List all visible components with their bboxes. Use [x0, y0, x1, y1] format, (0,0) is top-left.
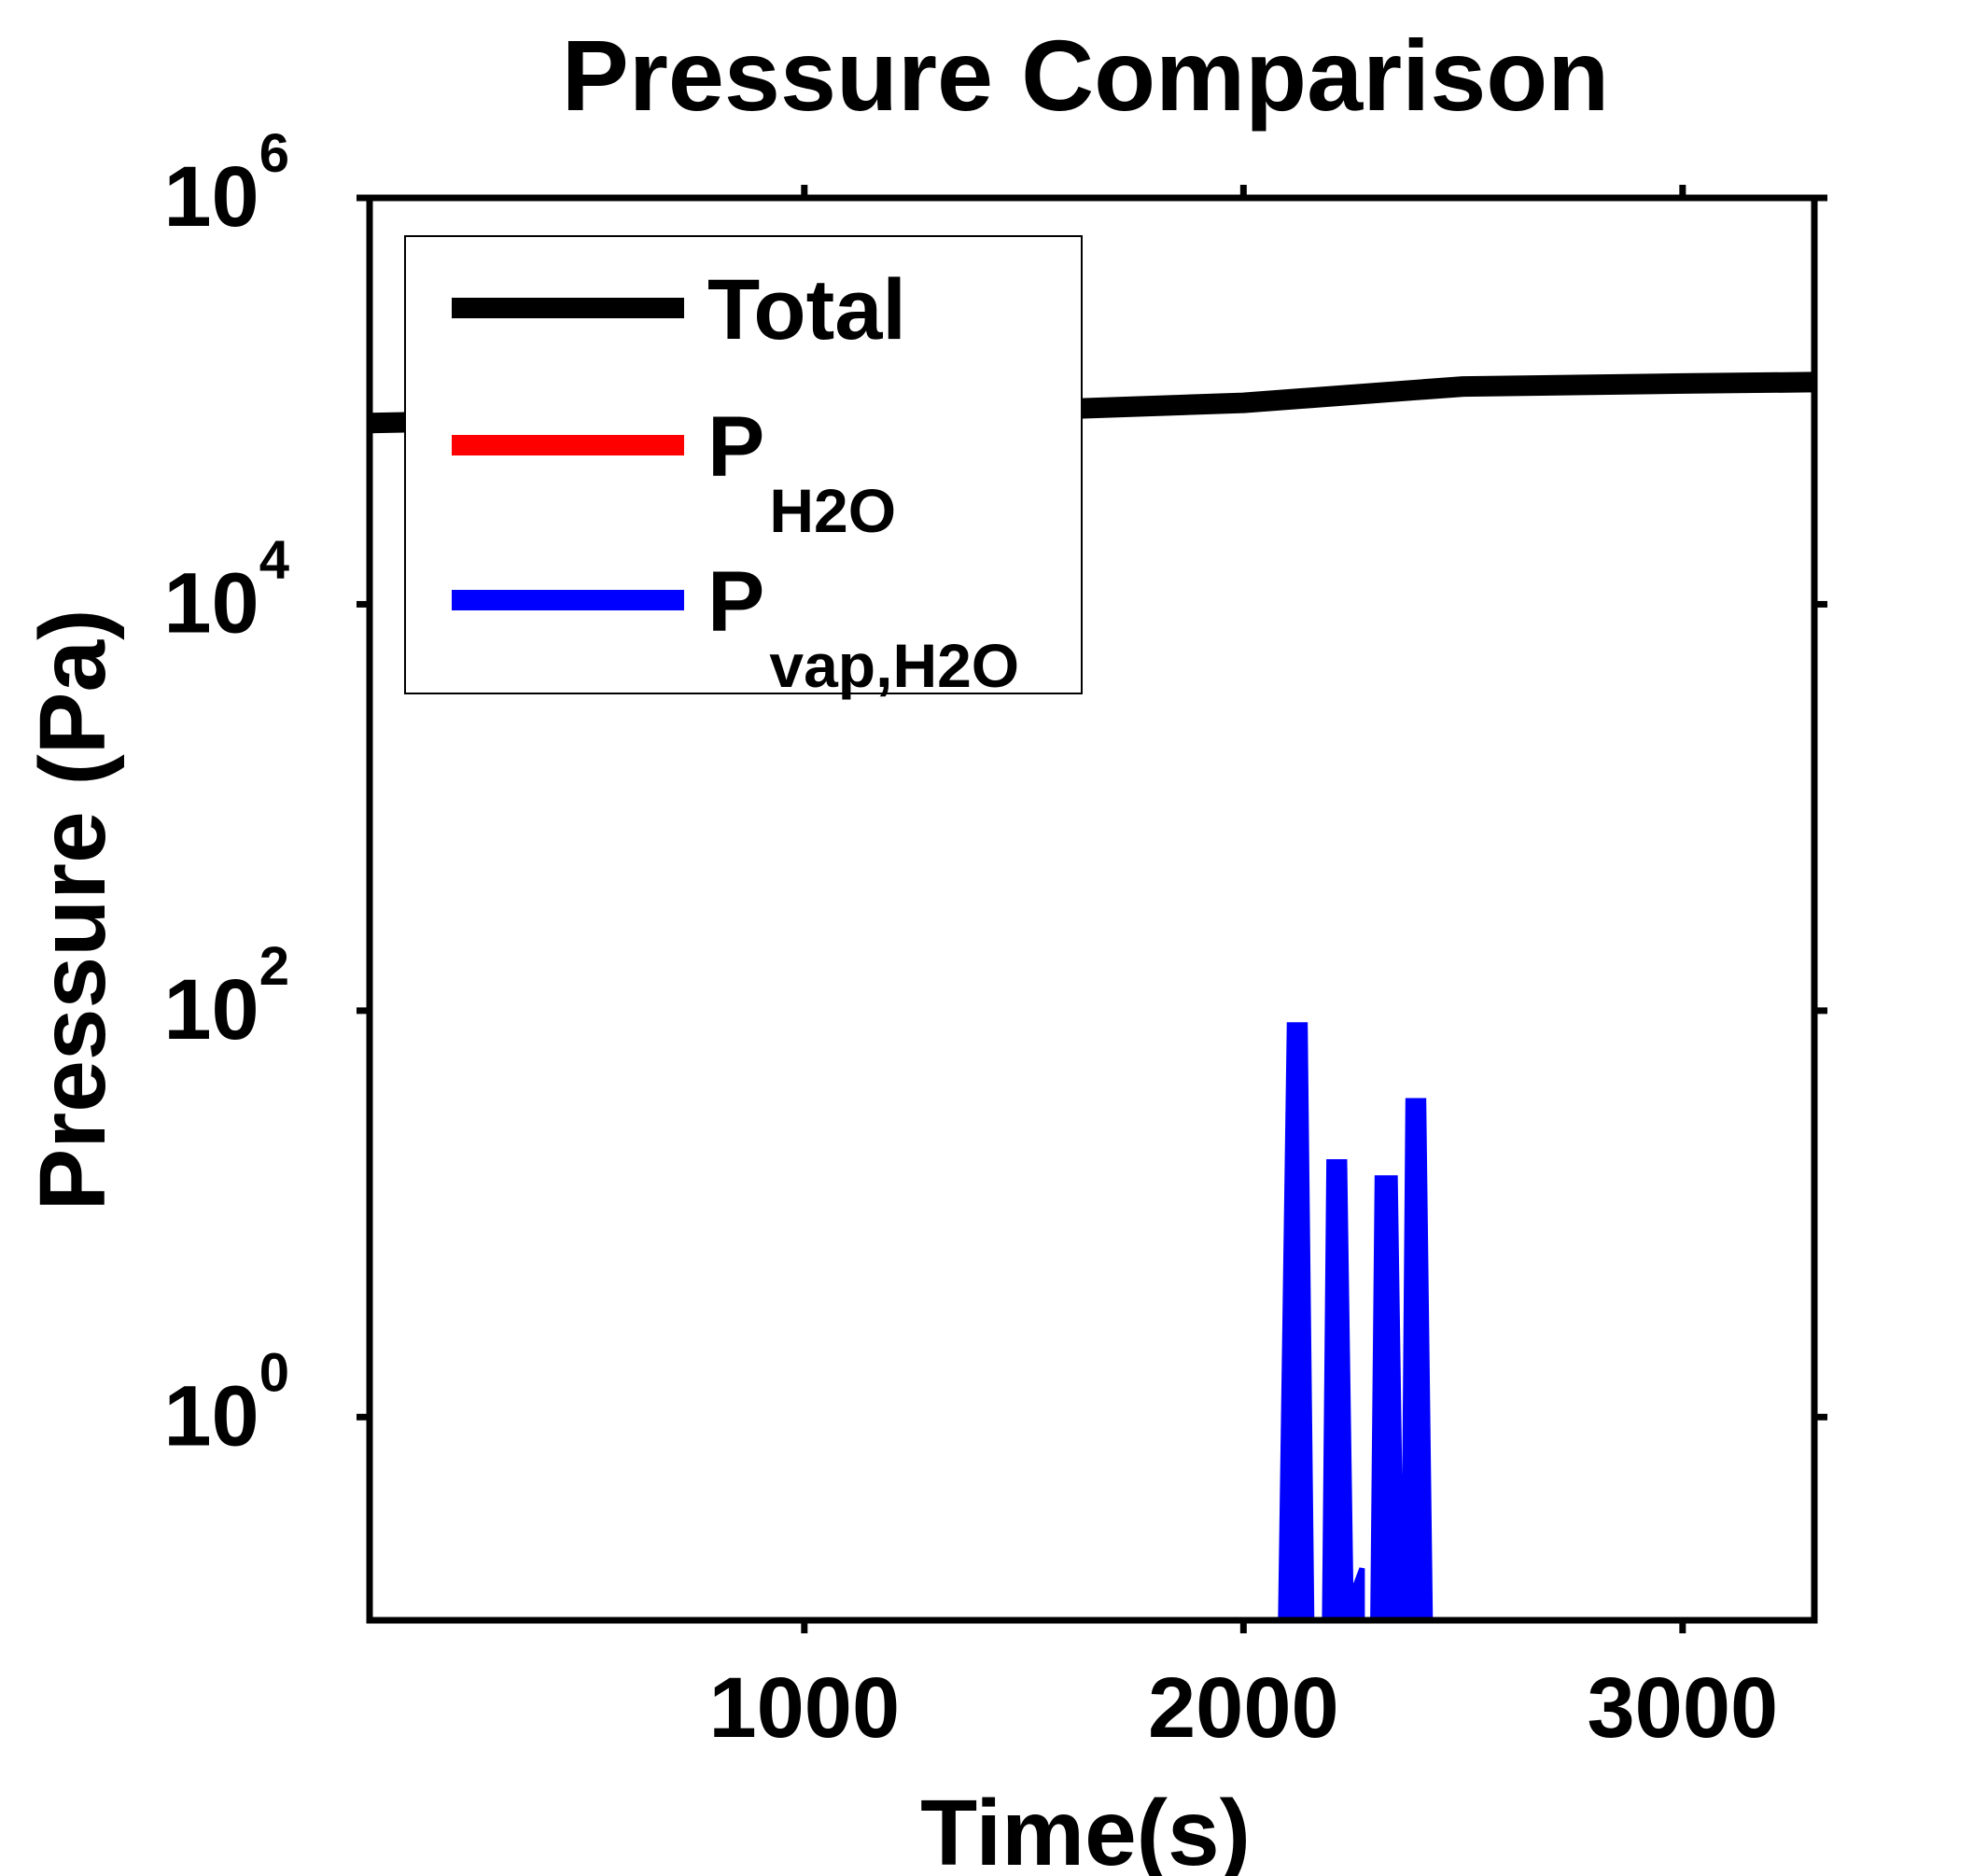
series-line-2 — [1278, 1022, 1434, 1620]
y-tick-label: 100 — [163, 1342, 289, 1463]
x-tick-label: 2000 — [1148, 1660, 1339, 1756]
y-tick-label: 104 — [163, 529, 289, 651]
chart-title: Pressure Comparison — [562, 19, 1609, 132]
y-axis-label: Pressure (Pa) — [21, 609, 125, 1211]
legend-label-1: PH2O — [707, 399, 896, 545]
legend-label-2: Pvap,H2O — [707, 554, 1019, 700]
x-tick-label: 3000 — [1588, 1660, 1779, 1756]
y-tick-label: 102 — [163, 936, 289, 1057]
legend-label-0: Total — [707, 262, 906, 357]
y-tick-label: 106 — [163, 123, 289, 245]
x-tick-label: 1000 — [708, 1660, 900, 1756]
x-axis-label: Time(s) — [920, 1781, 1251, 1876]
axes-frame — [366, 194, 1818, 1624]
